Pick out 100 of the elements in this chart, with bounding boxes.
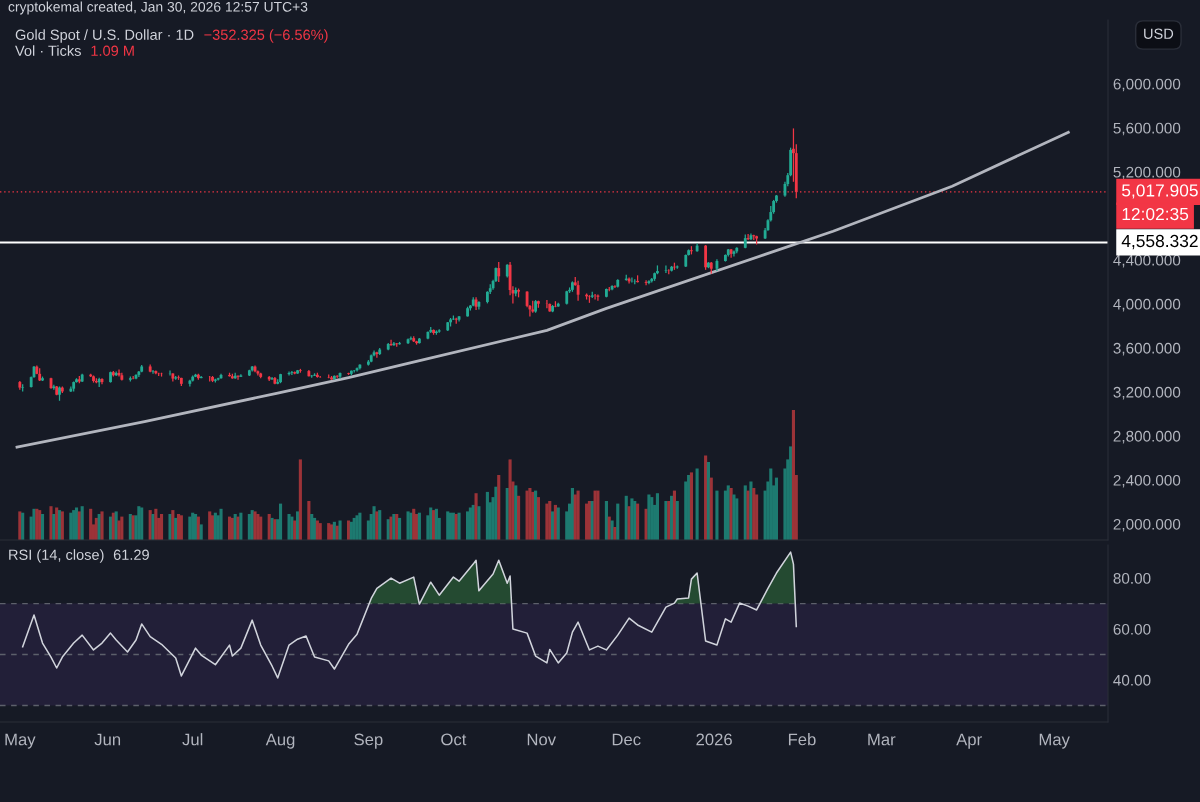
x-tick-label: Nov bbox=[527, 733, 557, 746]
x-tick-label: Jun bbox=[94, 733, 121, 746]
bar bbox=[168, 514, 172, 540]
candlestick bbox=[571, 280, 574, 293]
candlestick bbox=[466, 306, 469, 318]
bar bbox=[290, 516, 294, 540]
annotation: 1.09 M bbox=[91, 45, 134, 56]
candlestick bbox=[168, 369, 172, 377]
bar bbox=[536, 497, 540, 540]
y-tick-label: 6,000.000 bbox=[1113, 78, 1181, 92]
bar bbox=[151, 514, 155, 540]
bar bbox=[259, 516, 263, 540]
bar bbox=[247, 514, 251, 540]
candlestick bbox=[588, 294, 591, 304]
bar bbox=[655, 493, 659, 540]
bar bbox=[80, 506, 84, 540]
bar bbox=[789, 446, 793, 540]
bar bbox=[171, 510, 175, 540]
x-tick-label: Mar bbox=[868, 733, 896, 746]
x-tick-label: Dec bbox=[612, 733, 641, 746]
bar bbox=[89, 508, 93, 540]
bar bbox=[298, 459, 302, 540]
bar bbox=[69, 512, 73, 540]
bar bbox=[327, 523, 331, 540]
text: Gold Spot / U.S. Dollar · 1D bbox=[15, 29, 194, 43]
bar bbox=[239, 512, 243, 540]
bar bbox=[120, 516, 124, 540]
candlestick bbox=[537, 300, 540, 309]
line-series bbox=[15, 130, 1070, 449]
y-tick-label: 4,400.000 bbox=[1113, 254, 1181, 268]
annotation: 61.29 bbox=[113, 549, 149, 560]
annotation: −352.325 (−6.56%) bbox=[204, 29, 328, 43]
bar bbox=[295, 511, 300, 540]
bar bbox=[704, 455, 708, 540]
bar bbox=[670, 495, 674, 540]
bar bbox=[140, 507, 144, 540]
candlestick bbox=[704, 244, 708, 271]
candlestick bbox=[656, 264, 659, 275]
y-tick-label: 40.00 bbox=[1113, 674, 1151, 686]
x-tick-label: Feb bbox=[788, 733, 816, 746]
bar bbox=[446, 511, 450, 540]
bar bbox=[675, 501, 679, 540]
ref-line-label: 4,558.332 bbox=[1121, 234, 1198, 250]
candlestick bbox=[449, 317, 452, 328]
bar bbox=[412, 508, 416, 540]
candlestick bbox=[707, 261, 710, 269]
bar bbox=[358, 512, 362, 540]
x-tick-label: Sep bbox=[354, 733, 383, 749]
bar bbox=[732, 494, 736, 540]
text: USD bbox=[1144, 28, 1174, 39]
y-tick-label: 2,000.000 bbox=[1113, 518, 1181, 532]
bar bbox=[38, 510, 42, 540]
bar bbox=[159, 514, 164, 540]
bar bbox=[517, 495, 521, 540]
bar bbox=[338, 520, 342, 540]
bar bbox=[616, 503, 620, 540]
bar bbox=[77, 511, 81, 540]
bar bbox=[695, 468, 699, 540]
y-tick-label: 60.00 bbox=[1113, 623, 1151, 635]
x-tick-label: May bbox=[5, 733, 36, 749]
ref-line-label: 5,017.905 bbox=[1121, 184, 1198, 199]
bar bbox=[752, 488, 756, 540]
candlestick bbox=[194, 373, 197, 378]
x-tick-label: May bbox=[1039, 733, 1070, 749]
y-tick-label: 80.00 bbox=[1113, 572, 1151, 584]
candlestick bbox=[724, 253, 727, 263]
bar bbox=[278, 503, 283, 540]
bar bbox=[647, 494, 651, 540]
text: 12:02:35 bbox=[1122, 207, 1189, 221]
bar bbox=[709, 477, 713, 540]
bar bbox=[672, 490, 676, 540]
bar bbox=[715, 490, 719, 540]
bar bbox=[179, 515, 183, 540]
bar bbox=[494, 486, 498, 540]
bar bbox=[307, 501, 311, 540]
bar bbox=[208, 511, 212, 540]
y-tick-label: 4,000.000 bbox=[1113, 298, 1181, 312]
bar bbox=[40, 514, 45, 540]
x-tick-label: Aug bbox=[265, 733, 295, 749]
bar bbox=[624, 495, 628, 540]
text: cryptokemal created, Jan 30, 2026 12:57 UTC+3 bbox=[8, 1, 308, 15]
x-tick-label: Apr bbox=[956, 733, 982, 749]
bar bbox=[576, 490, 580, 540]
bar bbox=[227, 516, 232, 540]
bar bbox=[188, 516, 192, 540]
x-tick-label: Oct bbox=[441, 733, 467, 746]
candlestick bbox=[415, 340, 418, 346]
candlestick bbox=[690, 245, 693, 256]
y-tick-label: 2,400.000 bbox=[1113, 474, 1181, 488]
bar bbox=[743, 485, 747, 540]
bar bbox=[514, 485, 518, 540]
bar bbox=[219, 508, 223, 540]
chart-title: RSI (14, close) bbox=[9, 549, 104, 563]
y-tick-label: 5,600.000 bbox=[1113, 122, 1181, 136]
bar bbox=[52, 514, 56, 540]
bar bbox=[497, 475, 501, 540]
bar bbox=[372, 506, 376, 540]
bar bbox=[791, 410, 796, 540]
candlestick bbox=[347, 372, 350, 376]
y-tick-label: 3,200.000 bbox=[1113, 386, 1181, 400]
